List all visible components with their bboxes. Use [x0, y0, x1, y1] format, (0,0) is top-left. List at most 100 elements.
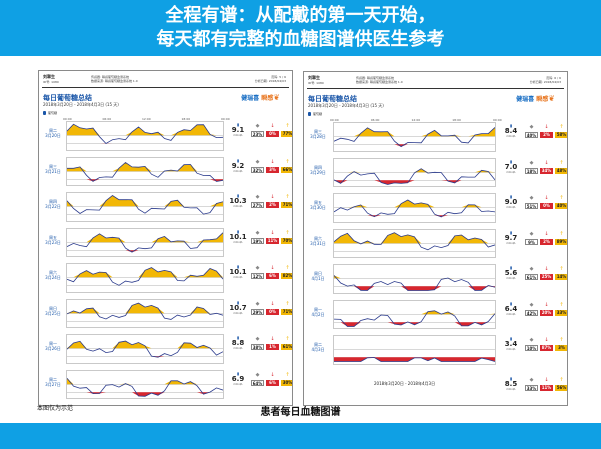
device-info-line: 数据来源: 瞬感葡萄糖监测系统 1.0 — [91, 79, 138, 83]
day-label: 周日 4月1日 — [306, 271, 330, 281]
weekday: 周一 — [49, 341, 57, 346]
day-label: 周二 3月27日 — [41, 377, 65, 387]
report-date-range: 2018年3月20日 - 2018年4月3日 (15 天) — [43, 102, 119, 107]
chart-legend: 葡萄糖 — [308, 112, 322, 116]
day-row: 周五 3月30日 ▮ 9.0 mmol/L ◆ 51% ↓ 0% ↑ 40% — [304, 190, 567, 226]
below-range-icon: ↓ — [544, 337, 549, 343]
below-range-percent: 87% — [540, 345, 553, 351]
average-glucose-value: 9.1 — [231, 126, 245, 134]
target-upper-line — [67, 170, 223, 172]
weekday: 周六 — [49, 270, 57, 275]
target-upper-line — [334, 313, 495, 315]
day-label: 周五 3月30日 — [306, 200, 330, 210]
day-row: 周一 3月26日 ▮ 8.8 mmol/L ◆ 38% ↓ 1% ↑ 61% — [39, 331, 292, 367]
glucose-trace — [67, 231, 223, 253]
glucose-line — [67, 123, 223, 145]
glucose-unit: mmol/L — [506, 387, 516, 391]
day-row: 周三 3月28日 00:00 06:00 12:00 18:00 00:00 ▮ 8.4 mmol… — [304, 118, 567, 155]
glucose-trace — [334, 349, 495, 362]
in-range-percent: 38% — [251, 344, 264, 350]
below-range-icon: ↓ — [270, 336, 275, 342]
below-range-percent: 1% — [266, 344, 279, 350]
glucose-line — [334, 275, 495, 291]
above-range-icon: ↑ — [559, 159, 564, 166]
glucose-unit: mmol/L — [506, 312, 516, 316]
target-lower-line — [334, 215, 495, 216]
above-range-percent: 89% — [555, 238, 567, 245]
above-range-area — [67, 124, 223, 136]
below-range-icon: ↓ — [544, 195, 549, 201]
above-range-icon: ↑ — [285, 336, 290, 342]
target-lower-line — [334, 144, 495, 145]
below-range-icon: ↓ — [270, 300, 275, 307]
day-row: 周五 3月23日 ▮ 10.1 mmol/L ◆ 19% ↓ 11% ↑ 70% — [39, 225, 292, 261]
in-range-icon: ◆ — [529, 376, 534, 383]
glucose-unit: mmol/L — [233, 311, 243, 315]
average-glucose-value: 6.4 — [504, 304, 518, 313]
above-range-area — [67, 267, 223, 278]
weekday: 周六 — [314, 235, 322, 241]
glucose-line — [67, 161, 223, 182]
above-range-icon: ↑ — [285, 371, 290, 378]
day-row: 周二 3月20日 00:00 06:00 12:00 18:00 00:00 ▮ 9.1 mmol… — [39, 117, 292, 154]
in-range-icon: ◆ — [529, 195, 534, 201]
below-range-icon: ↓ — [544, 159, 549, 166]
below-range-area — [334, 321, 495, 326]
glucose-line — [334, 167, 495, 185]
sensor-icon — [308, 112, 311, 116]
average-glucose-value: 8.4 — [504, 127, 518, 135]
average-glucose-value: 9.2 — [231, 161, 245, 170]
target-upper-line — [334, 349, 495, 350]
title-banner: 全程有谱：从配戴的第一天开始， 每天都有完整的血糖图谱供医生参考 — [0, 0, 601, 56]
legend-label: 葡萄糖 — [313, 112, 323, 116]
time-tick-label: 00:00 — [63, 117, 72, 121]
logo-text: 健瑞喜 — [516, 96, 535, 103]
sensor-icon: ▮ — [509, 229, 513, 235]
in-range-icon: ◆ — [529, 124, 534, 130]
logo-brand: 瞬感 — [261, 95, 274, 102]
in-range-icon: ◆ — [529, 337, 534, 343]
glucose-line — [67, 195, 223, 215]
weekday: 周二 — [49, 376, 57, 382]
below-range-icon: ↓ — [544, 376, 549, 383]
below-range-percent: 11% — [266, 237, 279, 244]
daily-glucose-chart — [333, 157, 496, 187]
weekday: 周二 — [49, 128, 57, 133]
below-range-icon: ↓ — [270, 158, 275, 165]
target-upper-line — [67, 383, 223, 385]
time-tick-label: 00:00 — [221, 117, 230, 121]
target-lower-line — [334, 250, 495, 252]
day-label: 周二 4月3日 — [306, 342, 330, 352]
day-row: 周二 3月27日 ▮ 6.9 mmol/L ◆ 64% ↓ 6% ↑ 30% — [39, 367, 292, 403]
date: 4月1日 — [311, 276, 325, 281]
average-glucose: ▮ 10.1 mmol/L — [227, 229, 249, 244]
banner-title-line-1: 全程有谱：从配戴的第一天开始， — [165, 5, 436, 26]
patient-id: ID号: 1080 — [43, 80, 59, 84]
day-label: 周三 3月21日 — [41, 164, 65, 174]
patient-name: 刘翠生 — [43, 74, 55, 79]
day-row: 周一 4月2日 ▮ 6.4 mmol/L ◆ 42% ↓ 20% ↑ 33% — [304, 297, 567, 333]
below-range-area — [334, 286, 495, 291]
weekday: 周日 — [314, 271, 322, 276]
device-info-line: 数据来源: 瞬感葡萄糖监测系统 1.0 — [356, 80, 403, 84]
date: 3月24日 — [45, 275, 61, 280]
glucose-unit: mmol/L — [233, 382, 243, 386]
in-range-percent: 32% — [251, 166, 264, 173]
glucose-trace — [67, 302, 223, 321]
average-glucose-value: 9.0 — [504, 198, 518, 206]
glucose-line — [334, 199, 495, 218]
below-range-area — [334, 179, 495, 184]
average-glucose-value: 10.7 — [229, 303, 247, 312]
glucose-unit: mmol/L — [506, 348, 516, 351]
time-tick-label: 12:00 — [411, 118, 421, 122]
average-glucose-value: 10.1 — [229, 268, 247, 276]
glucose-line — [334, 127, 495, 148]
in-range-icon: ◆ — [255, 300, 260, 307]
average-glucose: ▮ 6.4 mmol/L — [500, 301, 522, 316]
below-range-area — [67, 178, 223, 181]
above-range-icon: ↑ — [285, 229, 290, 236]
target-lower-line — [67, 249, 223, 251]
target-lower-line — [67, 178, 223, 180]
date: 4月2日 — [311, 311, 325, 317]
device-info: 传感器: 瞬感葡萄糖监测系统 数据来源: 瞬感葡萄糖监测系统 1.0 — [356, 76, 403, 84]
